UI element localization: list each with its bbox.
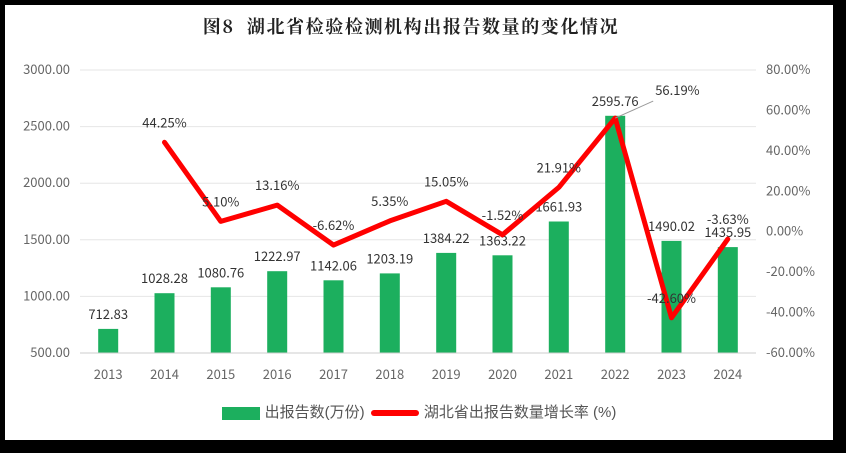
svg-text:1000.00: 1000.00 bbox=[23, 285, 70, 304]
svg-text:-1.52%: -1.52% bbox=[482, 205, 524, 224]
svg-text:-20.00%: -20.00% bbox=[766, 261, 815, 280]
svg-text:2014: 2014 bbox=[150, 364, 179, 383]
svg-text:2000.00: 2000.00 bbox=[23, 172, 70, 191]
svg-text:-60.00%: -60.00% bbox=[766, 342, 815, 361]
svg-text:2018: 2018 bbox=[375, 364, 404, 383]
svg-text:40.00%: 40.00% bbox=[766, 140, 810, 159]
svg-text:15.05%: 15.05% bbox=[424, 171, 468, 190]
svg-text:1080.76: 1080.76 bbox=[197, 262, 244, 281]
svg-text:5.35%: 5.35% bbox=[371, 191, 408, 210]
svg-text:20.00%: 20.00% bbox=[766, 180, 810, 199]
svg-text:500.00: 500.00 bbox=[30, 342, 70, 361]
svg-text:1500.00: 1500.00 bbox=[23, 229, 70, 248]
svg-text:2022: 2022 bbox=[601, 364, 630, 383]
svg-text:2019: 2019 bbox=[432, 364, 461, 383]
svg-text:1142.06: 1142.06 bbox=[310, 255, 357, 274]
svg-text:-40.00%: -40.00% bbox=[766, 302, 815, 321]
svg-text:44.25%: 44.25% bbox=[142, 112, 186, 131]
svg-text:1490.02: 1490.02 bbox=[648, 216, 695, 235]
svg-text:21.91%: 21.91% bbox=[537, 157, 581, 176]
svg-text:3000.00: 3000.00 bbox=[23, 59, 70, 78]
svg-text:80.00%: 80.00% bbox=[766, 59, 810, 78]
svg-text:13.16%: 13.16% bbox=[255, 175, 299, 194]
svg-text:712.83: 712.83 bbox=[88, 304, 128, 323]
svg-text:56.19%: 56.19% bbox=[655, 80, 699, 99]
svg-text:-3.63%: -3.63% bbox=[707, 209, 749, 228]
svg-text:2015: 2015 bbox=[206, 364, 235, 383]
svg-text:1384.22: 1384.22 bbox=[423, 228, 470, 247]
svg-text:-6.62%: -6.62% bbox=[313, 215, 355, 234]
svg-text:1203.19: 1203.19 bbox=[366, 248, 413, 267]
svg-text:2024: 2024 bbox=[713, 364, 742, 383]
svg-text:0.00%: 0.00% bbox=[766, 221, 803, 240]
svg-text:1028.28: 1028.28 bbox=[141, 268, 188, 287]
svg-text:2020: 2020 bbox=[488, 364, 517, 383]
svg-text:1222.97: 1222.97 bbox=[254, 246, 301, 265]
svg-text:2016: 2016 bbox=[263, 364, 292, 383]
svg-text:2500.00: 2500.00 bbox=[23, 116, 70, 135]
svg-text:2595.76: 2595.76 bbox=[592, 91, 639, 110]
svg-text:5.10%: 5.10% bbox=[202, 191, 239, 210]
svg-text:60.00%: 60.00% bbox=[766, 99, 810, 118]
svg-text:2013: 2013 bbox=[94, 364, 123, 383]
svg-text:2021: 2021 bbox=[544, 364, 573, 383]
svg-text:2017: 2017 bbox=[319, 364, 348, 383]
svg-text:-42.60%: -42.60% bbox=[647, 288, 696, 307]
svg-text:2023: 2023 bbox=[657, 364, 686, 383]
